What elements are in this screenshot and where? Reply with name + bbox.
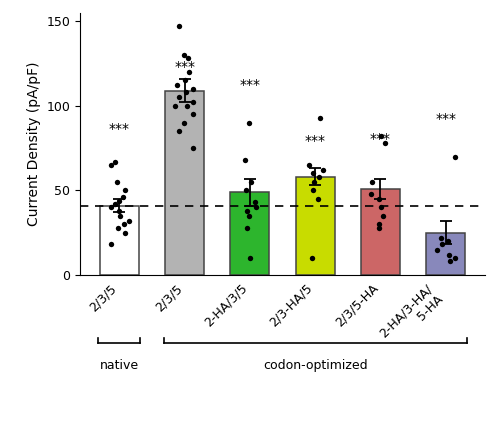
Point — [121, 187, 129, 194]
Point — [316, 173, 324, 180]
Point — [444, 238, 452, 244]
Point — [116, 212, 124, 219]
Text: codon-optimized: codon-optimized — [263, 359, 368, 372]
Text: 2/3-HA/5: 2/3-HA/5 — [268, 282, 315, 330]
Point — [379, 212, 387, 219]
Point — [189, 111, 197, 118]
Point — [180, 119, 188, 126]
Point — [175, 23, 183, 30]
Point — [446, 258, 454, 265]
Text: 2/3/5: 2/3/5 — [152, 282, 184, 314]
Point — [377, 204, 385, 211]
Point — [310, 179, 318, 185]
Point — [182, 102, 190, 109]
Text: native: native — [100, 359, 139, 372]
Point — [244, 224, 252, 231]
Text: ***: *** — [240, 78, 260, 92]
Point — [242, 157, 250, 163]
Point — [114, 224, 122, 231]
Point — [172, 102, 179, 109]
Point — [121, 229, 129, 236]
Point — [190, 99, 198, 106]
Point — [246, 255, 254, 261]
Point — [248, 179, 256, 185]
Y-axis label: Current Density (pA/pF): Current Density (pA/pF) — [27, 62, 41, 226]
Text: ***: *** — [435, 112, 456, 126]
Point — [245, 119, 253, 126]
Point — [451, 153, 459, 160]
Point — [107, 241, 115, 248]
Bar — [100, 206, 139, 275]
Point — [188, 85, 196, 92]
Point — [251, 199, 259, 206]
Point — [380, 140, 388, 146]
Point — [107, 162, 115, 168]
Point — [119, 194, 127, 201]
Bar — [361, 189, 400, 275]
Point — [242, 187, 250, 194]
Point — [446, 251, 454, 258]
Bar — [165, 91, 204, 275]
Point — [252, 204, 260, 211]
Text: ***: *** — [109, 122, 130, 136]
Text: 2/3/5: 2/3/5 — [88, 282, 120, 314]
Point — [116, 197, 124, 204]
Point — [116, 207, 124, 214]
Point — [180, 52, 188, 58]
Point — [184, 55, 192, 62]
Point — [319, 167, 327, 173]
Point — [375, 195, 383, 202]
Point — [308, 255, 316, 261]
Text: 2/3/5-HA: 2/3/5-HA — [332, 282, 380, 330]
Point — [436, 234, 444, 241]
Point — [310, 170, 318, 177]
Text: ***: *** — [304, 134, 326, 148]
Point — [314, 195, 322, 202]
Point — [124, 217, 132, 224]
Point — [308, 187, 316, 194]
Point — [246, 212, 254, 219]
Point — [120, 221, 128, 228]
Point — [107, 204, 115, 211]
Point — [113, 179, 121, 185]
Point — [188, 145, 196, 151]
Point — [450, 255, 458, 261]
Point — [377, 133, 385, 140]
Point — [433, 246, 441, 253]
Point — [243, 207, 251, 214]
Point — [176, 94, 184, 101]
Point — [111, 201, 119, 207]
Text: ***: *** — [174, 60, 195, 74]
Bar — [230, 192, 270, 275]
Point — [366, 190, 374, 197]
Point — [375, 224, 383, 231]
Text: ***: *** — [370, 132, 391, 146]
Point — [111, 158, 119, 165]
Bar — [426, 233, 466, 275]
Point — [368, 179, 376, 185]
Point — [438, 241, 446, 248]
Point — [181, 77, 189, 84]
Text: 2-HA/3-HA/
5-HA: 2-HA/3-HA/ 5-HA — [377, 282, 446, 350]
Point — [375, 221, 383, 228]
Point — [182, 89, 190, 96]
Point — [305, 162, 313, 168]
Point — [174, 82, 182, 89]
Point — [186, 69, 194, 75]
Text: 2-HA/3/5: 2-HA/3/5 — [202, 282, 250, 330]
Point — [316, 114, 324, 121]
Bar — [296, 177, 335, 275]
Point — [175, 128, 183, 135]
